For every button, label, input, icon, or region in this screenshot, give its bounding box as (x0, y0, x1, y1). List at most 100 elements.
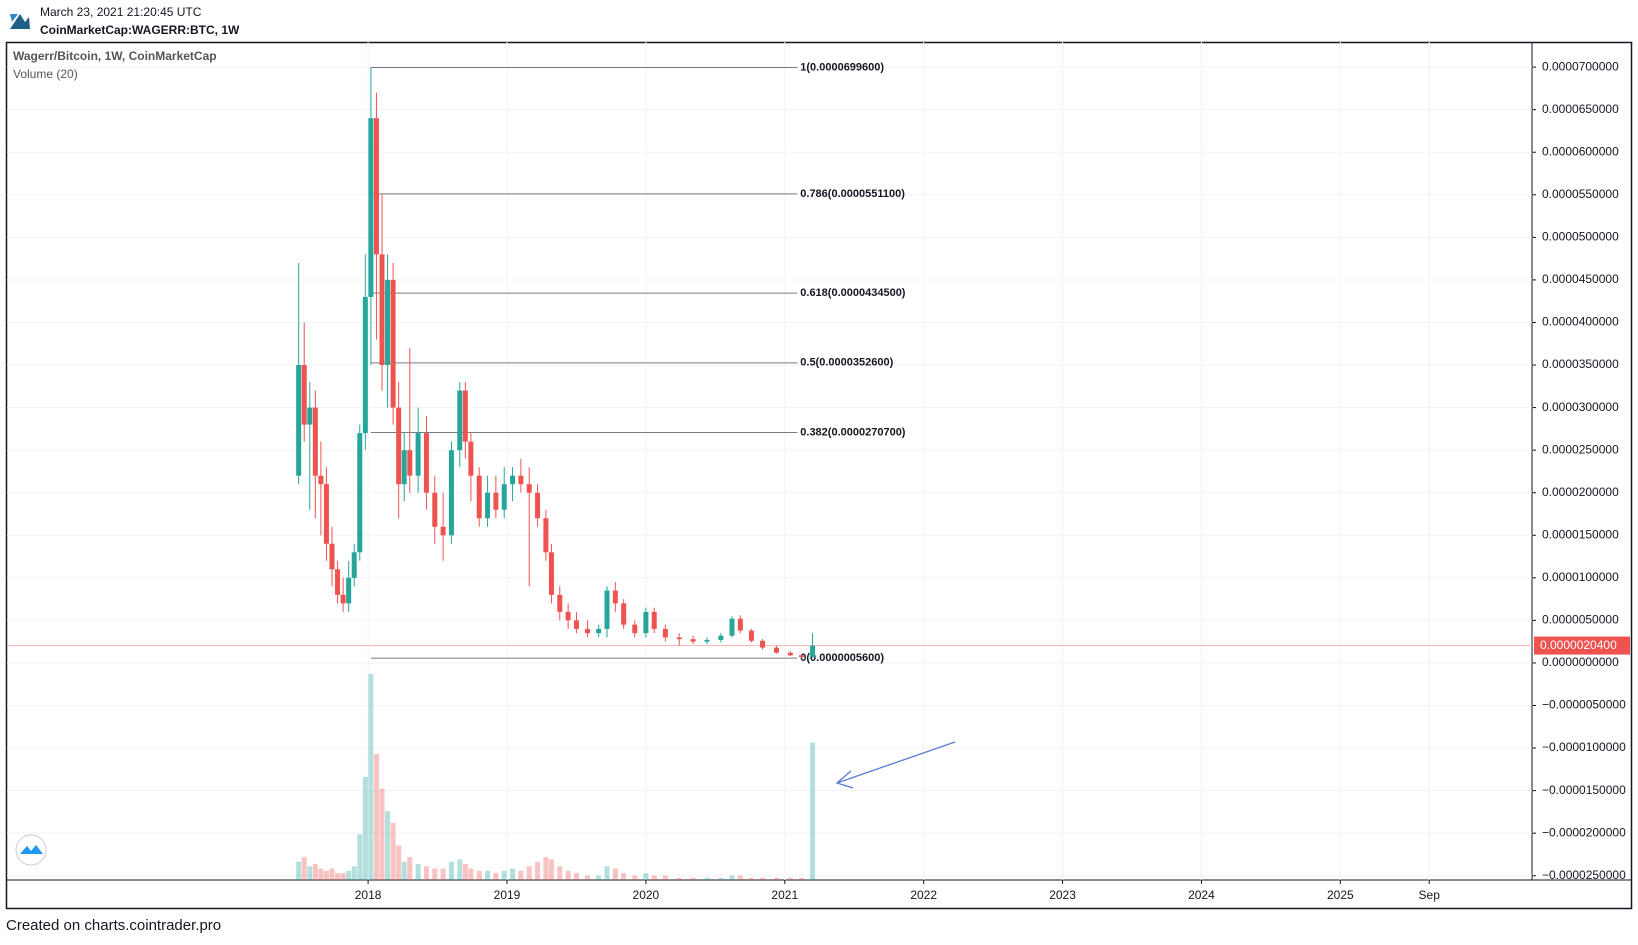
candle-body (415, 433, 421, 476)
candle-body (729, 618, 735, 636)
volume-bar (632, 875, 638, 880)
tv-logo (15, 834, 47, 866)
volume-bar (362, 777, 368, 880)
candle-body (748, 630, 754, 641)
y-tick-label: −0.0000150000 (1542, 783, 1626, 797)
x-tick-label: 2018 (355, 888, 382, 902)
candle-body (548, 552, 554, 595)
volume-bar (493, 873, 499, 880)
candle-body (329, 543, 335, 570)
y-tick-label: 0.0000350000 (1542, 357, 1619, 371)
volume-label: Volume (20) (13, 67, 78, 81)
volume-bar (379, 788, 385, 880)
fib-label: 0.5(0.0000352600) (800, 357, 893, 369)
candle-body (318, 475, 324, 485)
candle-body (704, 639, 710, 642)
volume-bar (335, 873, 341, 880)
volume-bar (543, 857, 549, 880)
x-tick-label: 2023 (1049, 888, 1076, 902)
candle-body (573, 620, 579, 629)
candle-body (379, 254, 385, 366)
volume-bar (526, 866, 532, 880)
y-tick-label: 0.0000200000 (1542, 485, 1619, 499)
volume-bar (407, 857, 413, 880)
y-tick-label: 0.0000500000 (1542, 230, 1619, 244)
candle-body (296, 365, 302, 476)
candle-body (423, 433, 429, 493)
volume-bar (548, 859, 554, 880)
y-tick-label: −0.0000100000 (1542, 740, 1626, 754)
candle-body (690, 639, 696, 642)
volume-bar (390, 822, 396, 880)
volume-bar (318, 868, 324, 880)
candle-body (346, 577, 352, 604)
y-tick-label: 0.0000150000 (1542, 527, 1619, 541)
candle-body (432, 492, 438, 527)
volume-bar (748, 877, 754, 880)
candle-body (407, 450, 413, 476)
volume-bar (457, 859, 463, 880)
x-tick-label: Sep (1419, 888, 1441, 902)
candle-body (335, 569, 341, 595)
candle-body (565, 611, 571, 621)
volume-bar (621, 873, 627, 880)
candle-body (307, 407, 313, 425)
fib-label: 1(0.0000699600) (800, 61, 884, 73)
candle-body (440, 526, 446, 536)
volume-bar (662, 875, 668, 880)
candle-body (301, 365, 307, 425)
candle-body (518, 475, 524, 485)
volume-bar (296, 861, 302, 880)
candle-body (737, 618, 743, 631)
chart-frame (5, 41, 1633, 910)
y-tick-label: −0.0000250000 (1542, 868, 1626, 882)
footer: Created on charts.cointrader.pro (6, 917, 221, 934)
volume-bar (468, 868, 474, 880)
candle-body (585, 628, 591, 634)
candle-body (493, 492, 499, 510)
volume-bar (810, 742, 816, 880)
volume-bar (301, 857, 307, 880)
last-price-box (1534, 636, 1630, 655)
volume-bar (415, 863, 421, 880)
y-tick-label: 0.0000450000 (1542, 272, 1619, 286)
candle-body (362, 296, 368, 434)
candle-body (596, 628, 602, 634)
candle-body (462, 390, 468, 442)
candle-body (368, 118, 374, 297)
candle-body (773, 647, 779, 653)
candle-body (798, 655, 804, 657)
fib-label: 0(0.0000005600) (800, 652, 884, 664)
candle-body (535, 492, 541, 519)
candle-body (604, 590, 610, 629)
candle-body (401, 450, 407, 485)
volume-bar (401, 861, 407, 880)
candle-body (501, 484, 507, 510)
volume-bar (596, 875, 602, 880)
volume-bar (510, 868, 516, 880)
volume-bar (604, 866, 610, 880)
volume-bar (423, 866, 429, 880)
last-price-label: 0.0000020400 (1540, 638, 1617, 652)
candle-body (312, 407, 318, 476)
x-tick-label: 2021 (771, 888, 798, 902)
volume-bar (462, 863, 468, 880)
candle-body (676, 637, 682, 640)
y-tick-label: 0.0000550000 (1542, 187, 1619, 201)
x-tick-label: 2022 (910, 888, 937, 902)
y-tick-label: 0.0000650000 (1542, 102, 1619, 116)
y-tick-label: 0.0000100000 (1542, 570, 1619, 584)
volume-bar (396, 845, 402, 880)
y-tick-label: 0.0000050000 (1542, 613, 1619, 627)
fib-label: 0.382(0.0000270700) (800, 426, 906, 438)
volume-bar (760, 877, 766, 880)
candle-body (351, 552, 357, 578)
candle-body (357, 433, 363, 553)
volume-bar (373, 754, 379, 880)
volume-bar (565, 870, 571, 880)
plot: 1(0.0000699600) 0.786(0.0000551100) 0.618(… (7, 61, 1532, 880)
candle-body (718, 635, 724, 640)
candle-body (476, 475, 482, 519)
volume-bar (312, 863, 318, 880)
volume-bar (585, 875, 591, 880)
